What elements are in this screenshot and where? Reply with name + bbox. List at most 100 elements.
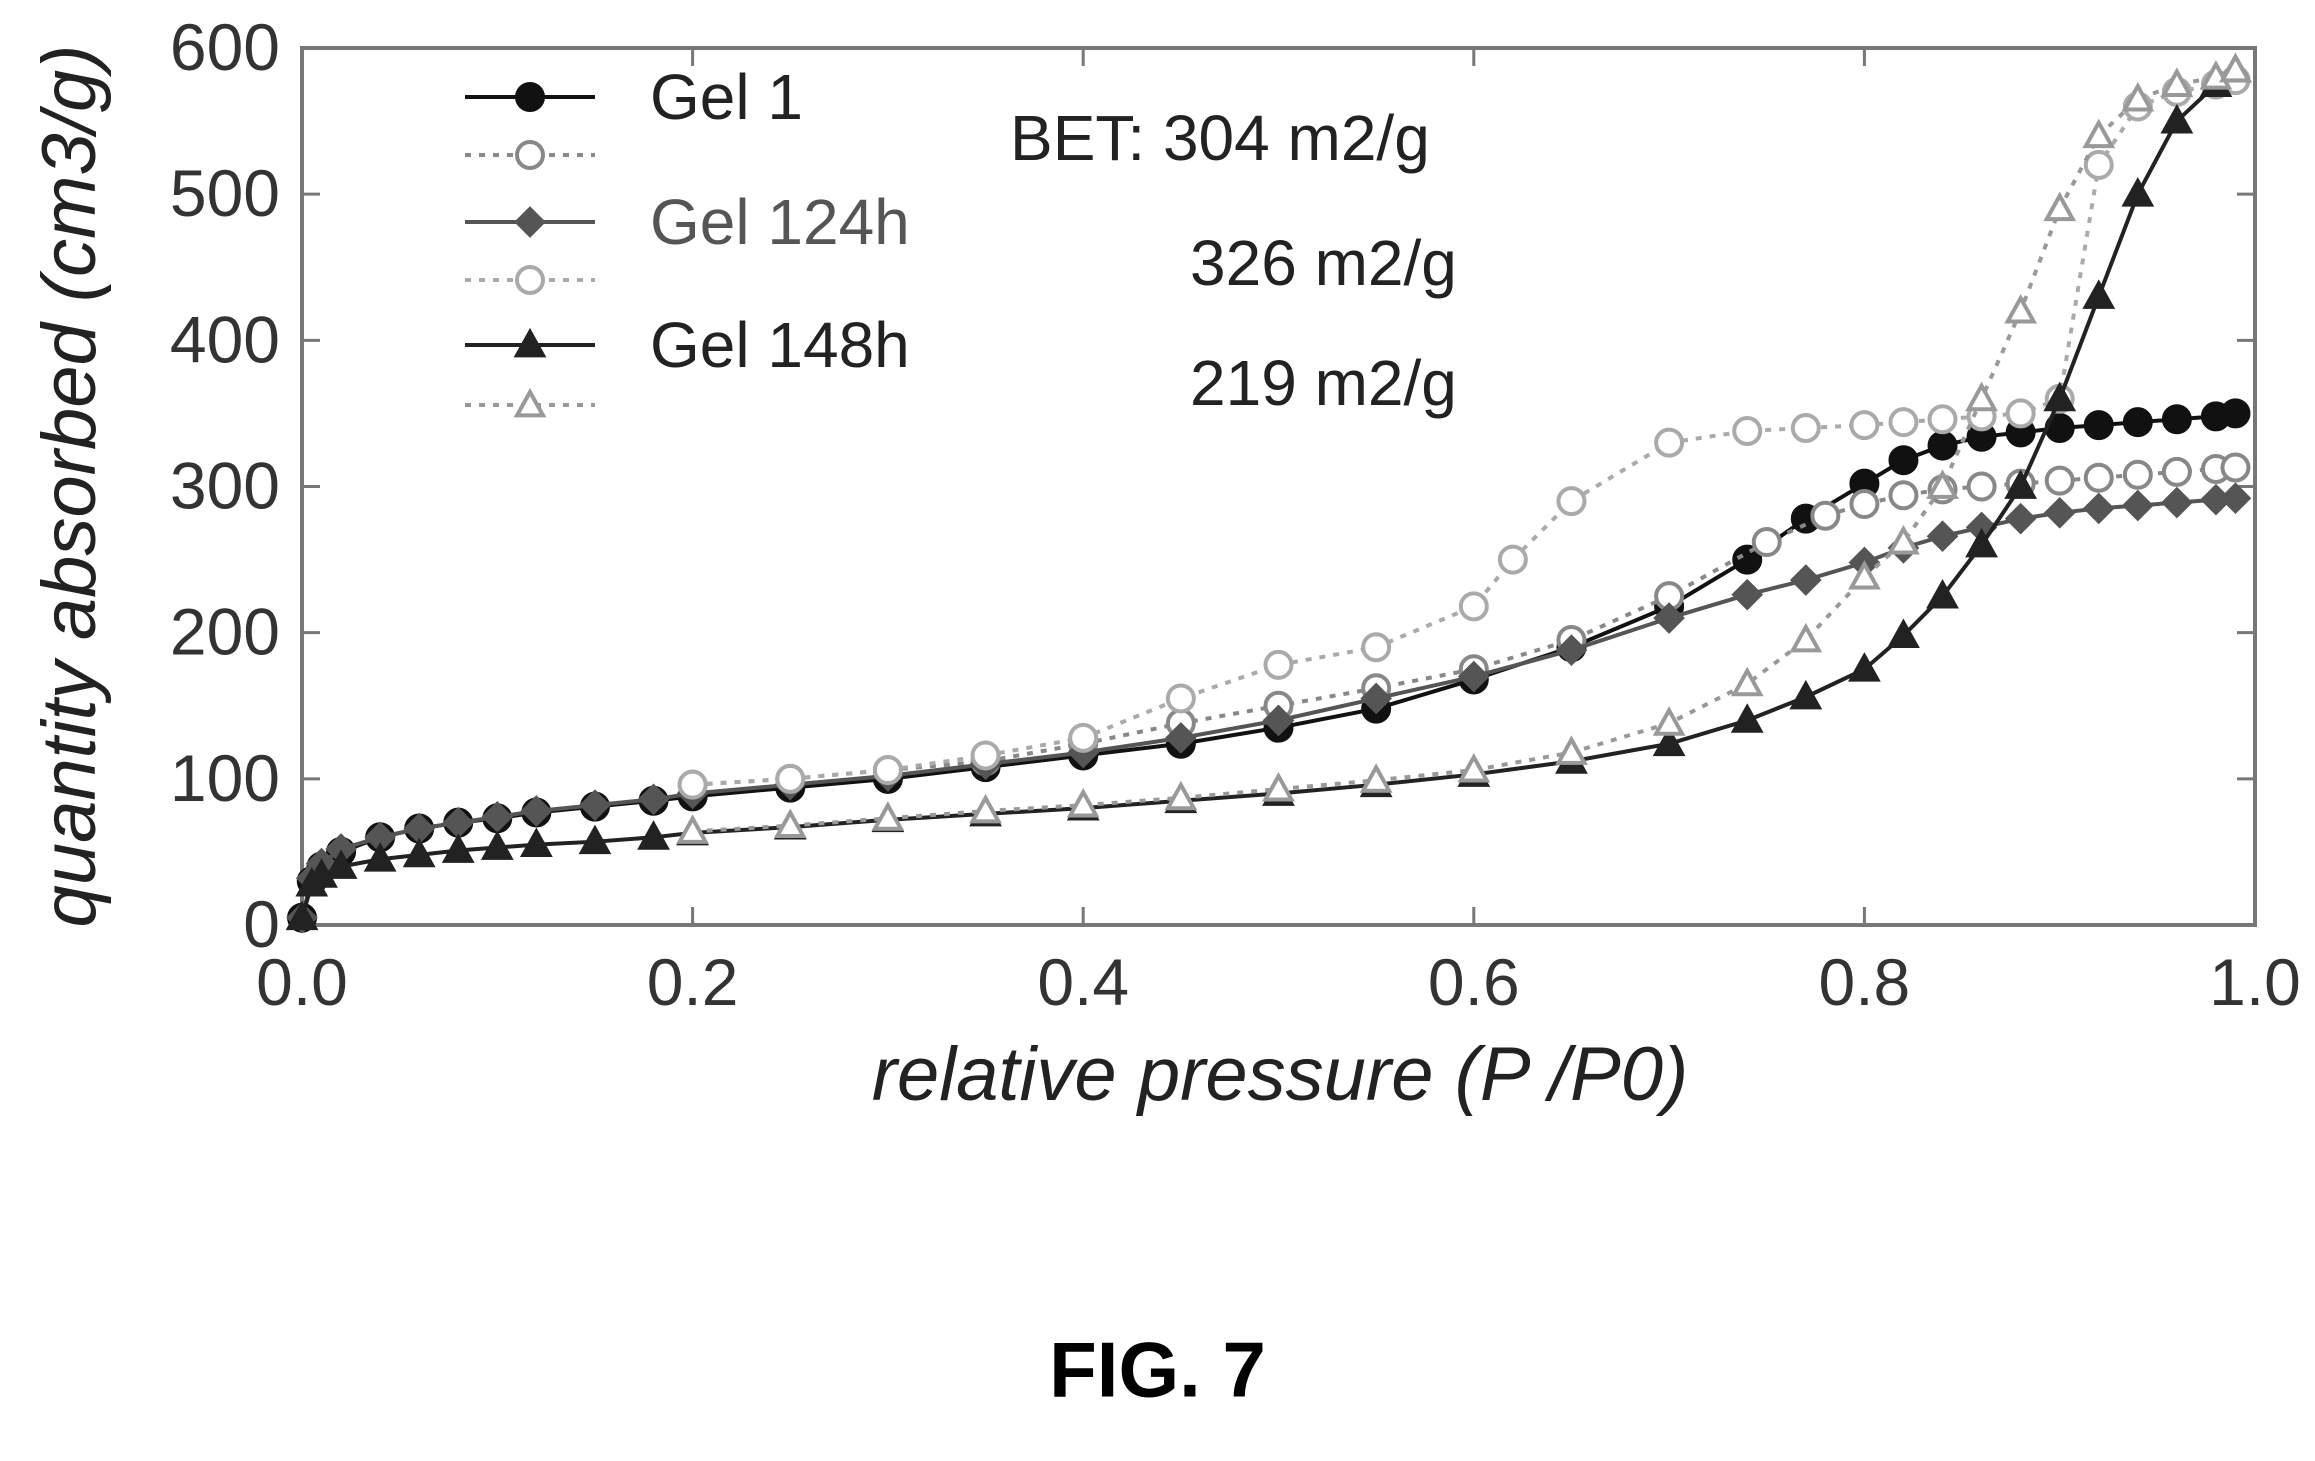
- data-point: [1652, 726, 1686, 757]
- data-point: [1810, 500, 1841, 531]
- data-point: [2082, 492, 2115, 525]
- data-point: [2005, 398, 2036, 429]
- legend-entry: Gel 148h: [465, 309, 910, 381]
- data-point: [1555, 735, 1588, 765]
- data-point: [2043, 191, 2077, 222]
- data-point: [1927, 404, 1958, 435]
- legend-entry: Gel 124h: [465, 186, 910, 258]
- legend-marker: [515, 265, 545, 295]
- bet-48h-value: 219 m2/g: [1190, 347, 1457, 419]
- data-point: [2121, 177, 2155, 207]
- data-point: [2161, 404, 2192, 435]
- data-point: [1262, 771, 1295, 802]
- data-point: [1789, 679, 1823, 710]
- data-point: [677, 769, 708, 800]
- data-point: [1965, 527, 1998, 558]
- bet-label: BET: 304 m2/g: [1010, 102, 1430, 174]
- y-axis-ticks: 0 100 200 300 400 500 600: [170, 10, 2255, 961]
- data-point: [1458, 591, 1489, 622]
- data-point: [2161, 486, 2193, 519]
- x-tick-label: 0.4: [1037, 945, 1129, 1019]
- data-point: [2219, 482, 2252, 515]
- data-point: [324, 849, 358, 879]
- data-point: [1731, 578, 1764, 611]
- data-point: [1361, 632, 1392, 663]
- data-point: [1848, 560, 1881, 590]
- y-tick-label: 500: [170, 156, 280, 230]
- data-point: [773, 808, 807, 839]
- data-point: [1068, 722, 1099, 753]
- legend-entry: [465, 140, 595, 170]
- data-point: [1927, 430, 1958, 461]
- data-point: [871, 801, 905, 831]
- data-point: [2043, 496, 2076, 529]
- data-point: [775, 763, 806, 794]
- data-point: [2082, 118, 2116, 149]
- data-point: [2121, 82, 2155, 112]
- data-point: [1965, 381, 1998, 412]
- x-tick-label: 0.6: [1428, 945, 1520, 1019]
- y-tick-label: 200: [170, 595, 280, 669]
- data-point: [2044, 465, 2075, 496]
- legend-marker: [514, 206, 546, 238]
- series-2: [286, 482, 2252, 934]
- legend-entry: Gel 1: [465, 61, 803, 133]
- data-point: [1652, 706, 1686, 736]
- data-point: [1888, 480, 1919, 511]
- y-tick-label: 0: [243, 887, 280, 961]
- data-point: [2122, 459, 2153, 490]
- data-point: [2160, 103, 2194, 134]
- data-point: [1730, 666, 1764, 697]
- data-point: [872, 755, 903, 786]
- data-point: [481, 801, 514, 833]
- data-point: [2082, 279, 2116, 309]
- series-1: [677, 452, 2251, 800]
- data-point: [285, 900, 319, 931]
- data-point: [1555, 634, 1588, 667]
- data-point: [1359, 763, 1393, 793]
- data-point: [676, 814, 709, 844]
- data-point: [1926, 579, 1959, 609]
- data-point: [2161, 456, 2192, 487]
- data-point: [1732, 415, 1763, 446]
- data-point: [1262, 704, 1295, 737]
- data-point: [578, 824, 612, 855]
- data-point: [637, 783, 670, 816]
- data-point: [441, 833, 475, 863]
- y-tick-label: 300: [170, 449, 280, 523]
- data-point: [1888, 445, 1919, 476]
- data-point: [1789, 564, 1822, 596]
- legend-label: Gel 1: [650, 61, 803, 133]
- data-point: [2220, 452, 2251, 483]
- y-axis-title: quantity absorbed (cm3/g): [27, 45, 112, 928]
- data-point: [363, 842, 397, 872]
- legend-marker: [515, 82, 545, 112]
- legend-marker: [513, 387, 547, 418]
- data-point: [1888, 407, 1919, 438]
- y-tick-label: 600: [170, 10, 280, 84]
- data-point: [1457, 660, 1490, 693]
- data-point: [1360, 682, 1392, 715]
- data-point: [520, 795, 553, 827]
- x-axis-title: relative pressure (P /P0): [872, 1032, 1689, 1117]
- data-point: [2121, 489, 2154, 522]
- series-line: [692, 465, 2236, 787]
- data-point: [1165, 683, 1196, 714]
- x-tick-label: 0.8: [1819, 945, 1911, 1019]
- data-series: [285, 52, 2252, 934]
- data-point: [2122, 407, 2153, 438]
- data-point: [1497, 544, 1528, 575]
- series-line: [692, 68, 2237, 834]
- y-tick-label: 100: [170, 741, 280, 815]
- x-axis-ticks: 0.0 0.2 0.4 0.6 0.8 1.0: [256, 48, 2301, 1019]
- data-point: [2083, 149, 2114, 180]
- data-point: [2220, 398, 2251, 429]
- data-point: [1457, 752, 1491, 783]
- data-point: [1887, 618, 1920, 648]
- x-tick-label: 1.0: [2209, 945, 2301, 1019]
- data-point: [1849, 410, 1880, 441]
- data-point: [1848, 652, 1881, 682]
- data-point: [1751, 527, 1782, 558]
- data-point: [1790, 413, 1821, 444]
